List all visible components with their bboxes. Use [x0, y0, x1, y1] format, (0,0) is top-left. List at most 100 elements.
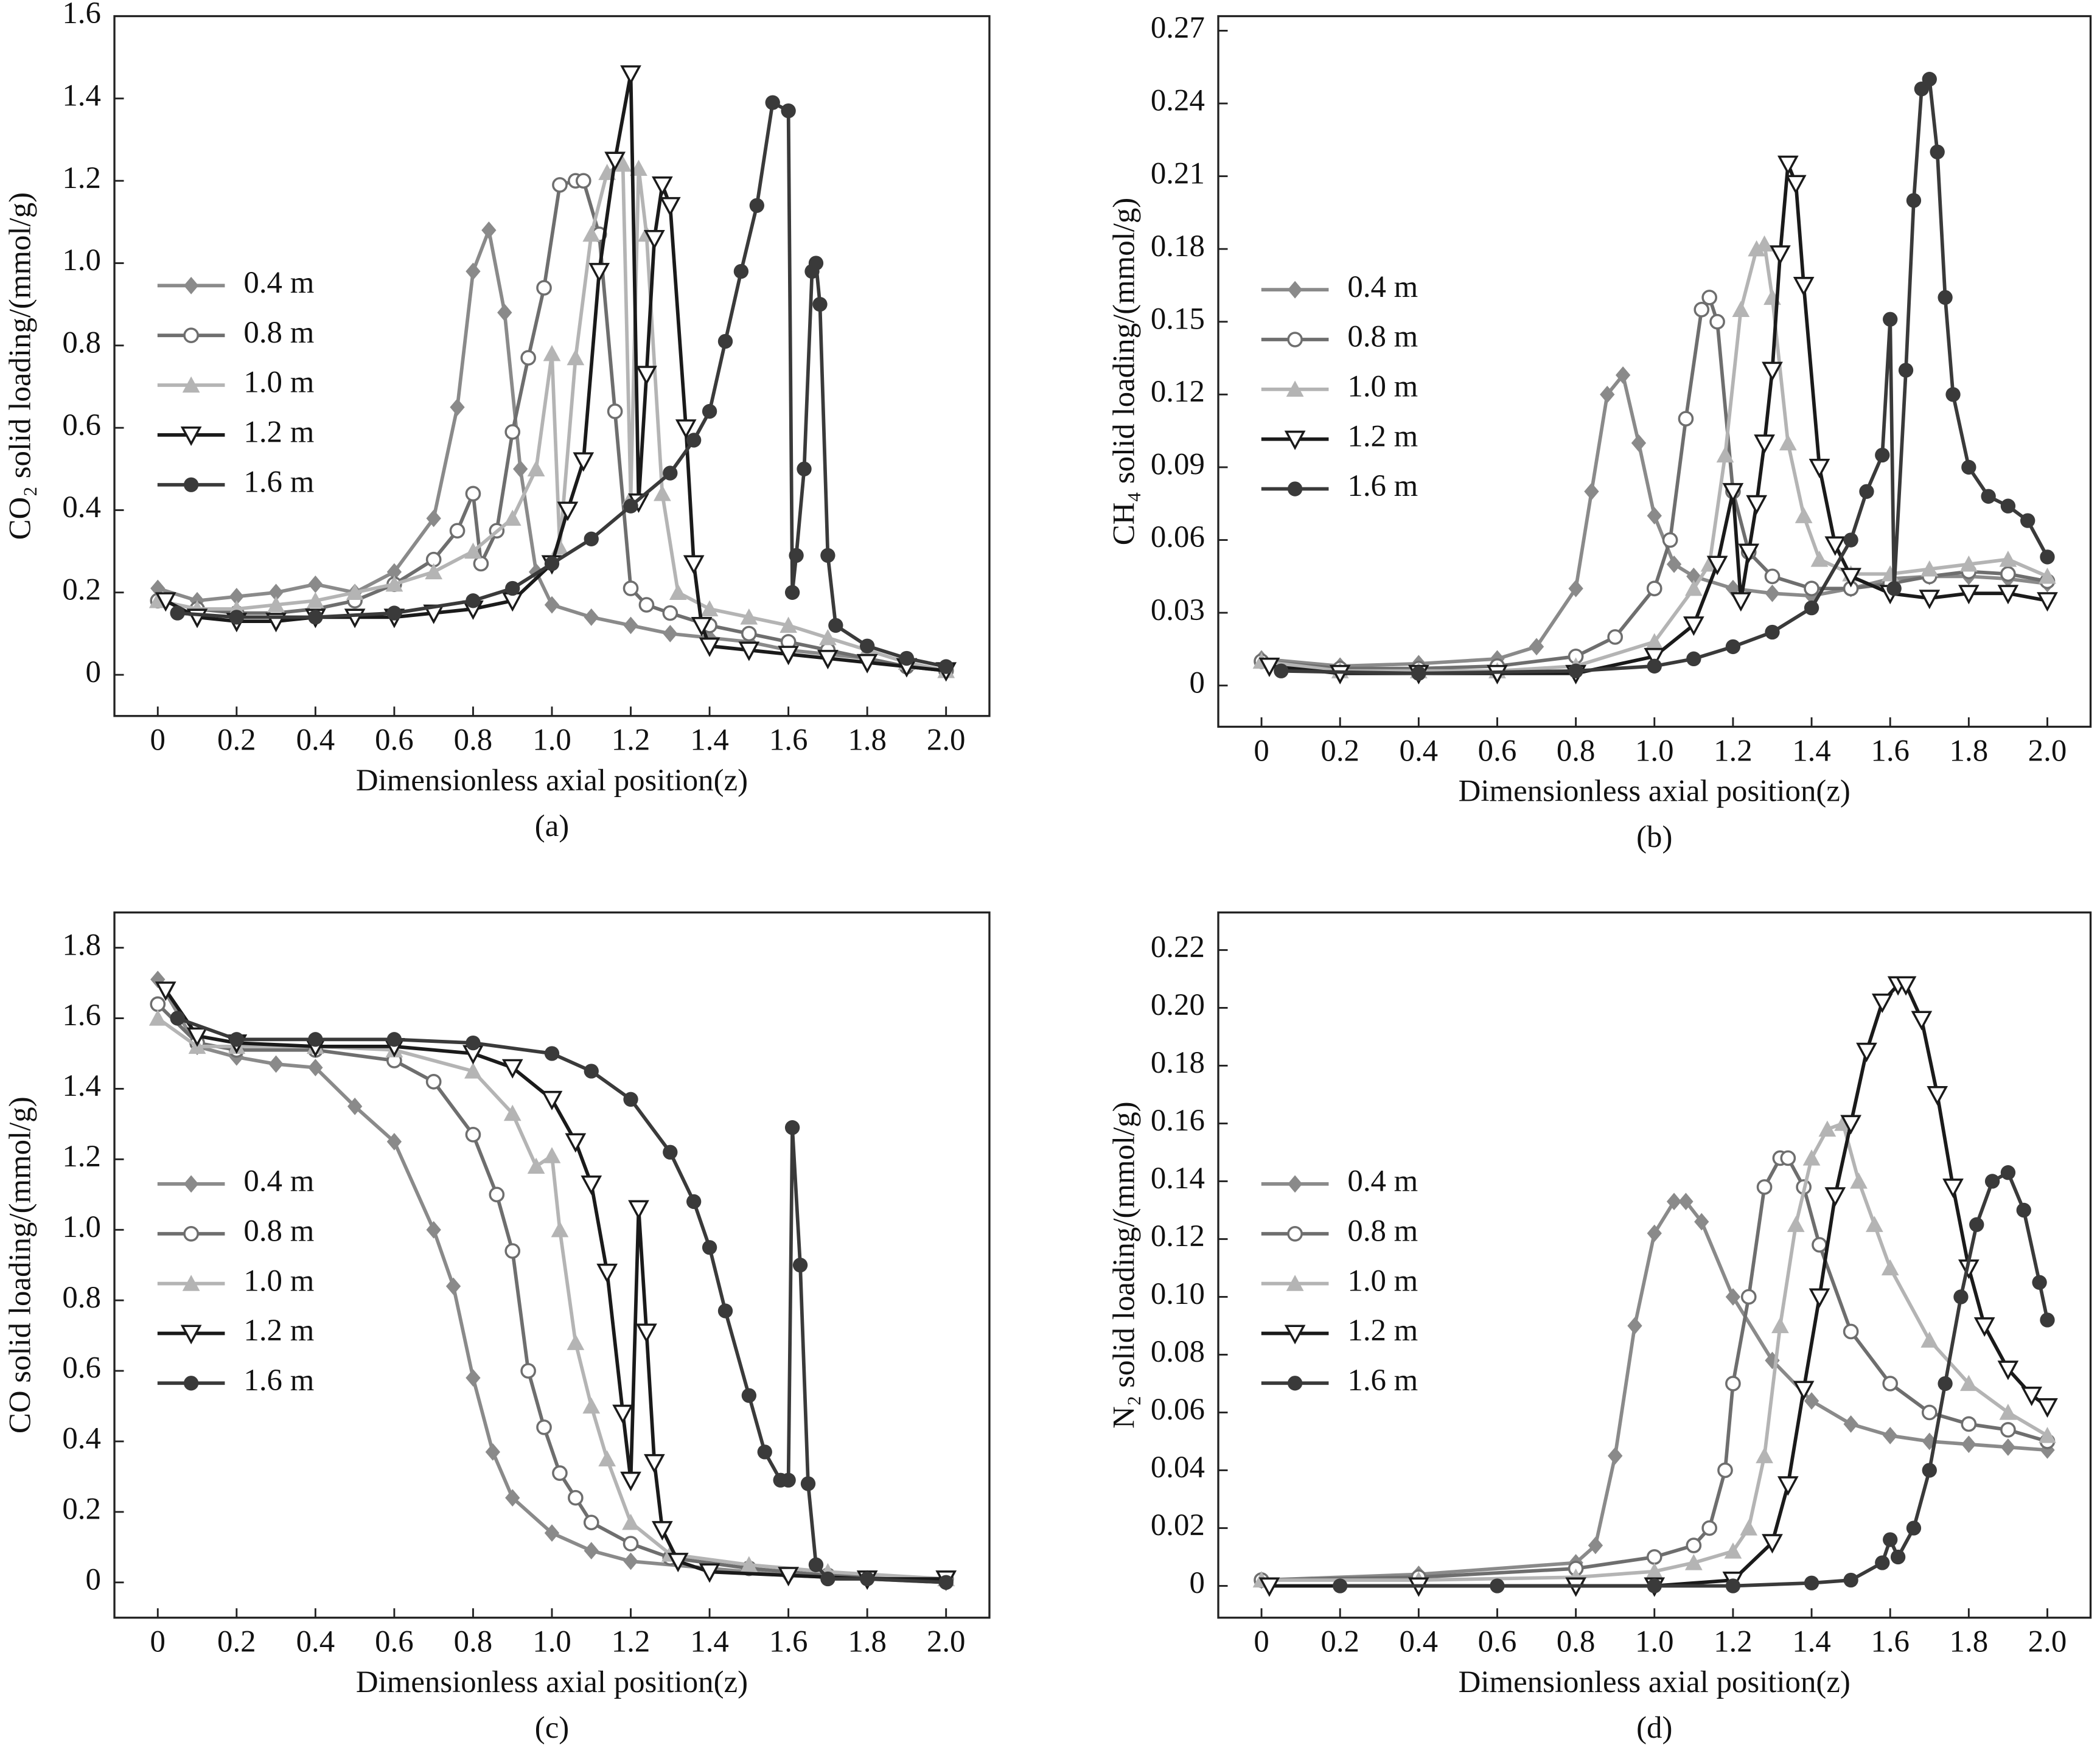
- data-point: [614, 155, 632, 172]
- legend-marker: [183, 1225, 199, 1242]
- legend-marker: [1287, 481, 1303, 496]
- y-tick-label: 0.22: [1151, 930, 1205, 964]
- legend-marker: [1284, 1325, 1306, 1345]
- data-point: [2000, 566, 2016, 582]
- data-point: [2016, 1202, 2031, 1218]
- x-tick-label: 1.4: [1792, 734, 1831, 768]
- data-point: [1631, 434, 1647, 452]
- legend-marker: [182, 376, 200, 393]
- data-point: [663, 1144, 678, 1160]
- y-tick-label: 0.21: [1151, 156, 1205, 190]
- series-line: [1261, 1121, 2048, 1582]
- data-point: [1730, 592, 1752, 612]
- x-tick-label: 1.6: [1871, 734, 1910, 768]
- data-point: [2000, 1438, 2016, 1456]
- data-point: [699, 1563, 720, 1583]
- data-point: [346, 583, 364, 600]
- data-point: [308, 610, 323, 625]
- data-point: [567, 1334, 585, 1350]
- y-tick-label: 1.8: [62, 928, 101, 962]
- data-point: [628, 1200, 649, 1220]
- data-point: [1875, 1555, 1890, 1570]
- x-tick-label: 1.2: [1714, 1625, 1753, 1659]
- data-point: [1646, 1549, 1662, 1565]
- data-point: [1684, 1554, 1703, 1570]
- data-point: [584, 1542, 599, 1560]
- data-point: [544, 1524, 560, 1542]
- data-point: [652, 176, 673, 197]
- data-point: [1756, 1179, 1773, 1195]
- data-point: [623, 616, 638, 635]
- data-point: [636, 366, 657, 386]
- data-point: [520, 350, 536, 366]
- data-point: [1756, 235, 1773, 252]
- legend-marker: [182, 1275, 200, 1291]
- data-point: [1930, 144, 1945, 159]
- data-point: [1953, 1289, 1969, 1304]
- data-point: [1411, 666, 1426, 681]
- data-point: [565, 1133, 587, 1153]
- data-point: [150, 579, 166, 597]
- data-point: [700, 600, 719, 617]
- data-point: [1764, 568, 1781, 585]
- x-tick-label: 1.8: [1950, 734, 1989, 768]
- data-point: [663, 465, 678, 481]
- y-axis-label: CO solid loading/(mmol/g): [3, 1096, 37, 1433]
- x-tick-label: 1.0: [1635, 1625, 1674, 1659]
- data-point: [485, 1443, 501, 1461]
- data-point: [489, 1186, 505, 1203]
- data-point: [797, 461, 812, 476]
- data-point: [623, 1536, 639, 1552]
- data-point: [2032, 1275, 2047, 1290]
- data-point: [1938, 1376, 1953, 1392]
- data-point: [2039, 567, 2056, 584]
- y-tick-label: 1.2: [62, 1140, 101, 1174]
- data-point: [1920, 560, 1939, 577]
- y-tick-label: 0.24: [1151, 84, 1205, 118]
- data-point: [1922, 1463, 1937, 1478]
- data-point: [1840, 1115, 1861, 1135]
- data-point: [1793, 1381, 1815, 1401]
- data-point: [1856, 1042, 1877, 1062]
- data-point: [536, 1419, 552, 1435]
- x-tick-label: 1.0: [1635, 734, 1674, 768]
- x-tick-label: 0.4: [296, 1625, 335, 1659]
- y-tick-label: 0.4: [62, 1422, 101, 1456]
- data-point: [1333, 1578, 1348, 1594]
- x-tick-label: 1.4: [1792, 1625, 1831, 1659]
- y-tick-label: 0.03: [1151, 593, 1205, 627]
- data-point: [1780, 1150, 1796, 1166]
- x-tick-label: 1.2: [612, 723, 651, 758]
- data-point: [717, 1303, 733, 1318]
- data-point: [1973, 1317, 1995, 1337]
- caption: (c): [535, 1711, 569, 1745]
- y-tick-label: 0.6: [62, 1351, 101, 1385]
- data-point: [789, 548, 804, 563]
- data-point: [1850, 1172, 1868, 1189]
- legend-label: 0.8 m: [1347, 320, 1418, 354]
- data-point: [466, 593, 481, 608]
- x-tick-label: 2.0: [2028, 1625, 2067, 1659]
- data-point: [386, 1133, 402, 1151]
- data-point: [527, 1157, 545, 1174]
- data-point: [623, 580, 639, 596]
- data-point: [1686, 1538, 1702, 1553]
- data-point: [1890, 1549, 1906, 1565]
- data-point: [1666, 556, 1682, 573]
- data-point: [267, 596, 285, 613]
- y-tick-label: 0.02: [1151, 1508, 1205, 1542]
- data-point: [1959, 556, 1978, 572]
- x-tick-label: 0.8: [454, 1625, 493, 1659]
- data-point: [385, 575, 403, 592]
- data-point: [1895, 976, 1917, 996]
- data-point: [686, 1194, 702, 1210]
- data-point: [1756, 1447, 1773, 1463]
- data-point: [1568, 663, 1583, 678]
- data-point: [583, 1514, 599, 1531]
- data-point: [308, 1032, 323, 1047]
- data-point: [1765, 584, 1780, 602]
- y-tick-label: 0.06: [1151, 1393, 1205, 1427]
- data-point: [575, 173, 591, 189]
- data-point: [1627, 1317, 1642, 1335]
- legend-label: 0.4 m: [243, 1165, 314, 1199]
